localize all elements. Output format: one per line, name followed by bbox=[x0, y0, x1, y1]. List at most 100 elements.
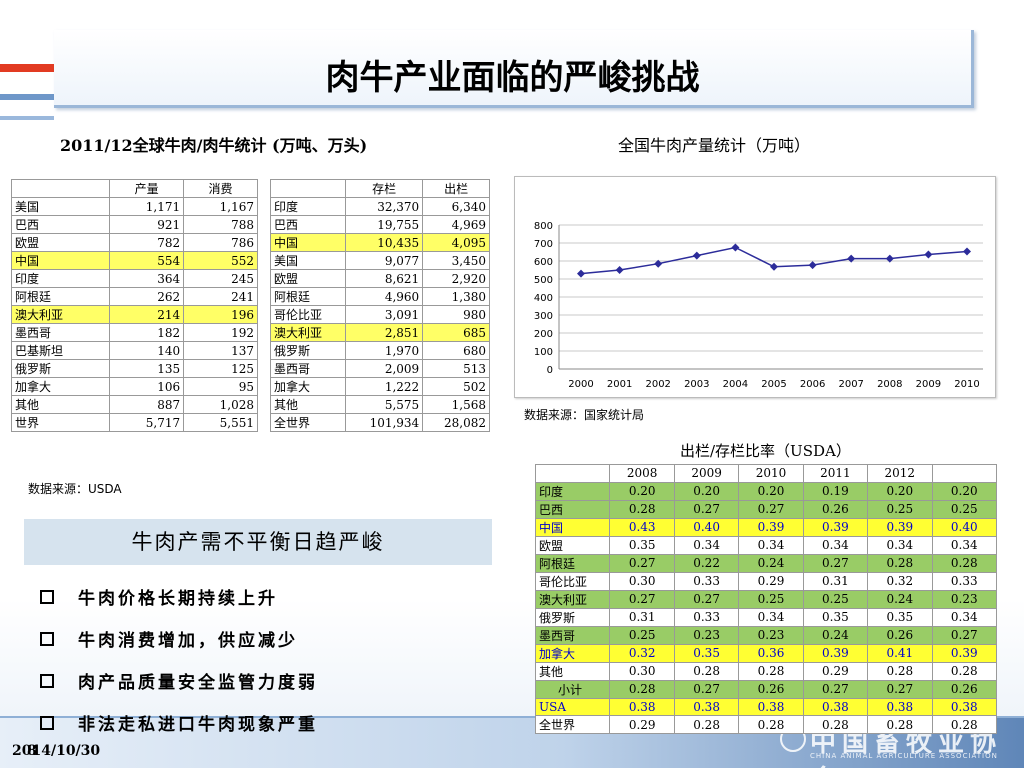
x-tick-label: 2000 bbox=[568, 379, 593, 390]
row-value-cell: 0.34 bbox=[673, 535, 740, 555]
row-value-cell: 921 bbox=[109, 215, 185, 234]
row-name-cell: 哥伦比亚 bbox=[270, 305, 346, 324]
row-value-cell: 5,717 bbox=[109, 413, 185, 432]
row-value-cell: 0.35 bbox=[673, 643, 740, 663]
row-value-cell: 9,077 bbox=[344, 251, 424, 270]
row-value-cell: 0.25 bbox=[867, 499, 933, 519]
table-global-inventory-slaughter: 存栏 出栏 印度 32,370 6,340 巴西 19,755 4,969 中国 10,435 4,… bbox=[270, 179, 490, 432]
row-value-cell: 0.40 bbox=[931, 517, 998, 537]
row-value-cell: 106 bbox=[109, 377, 185, 396]
row-name-cell: 墨西哥 bbox=[534, 625, 611, 645]
row-name-cell: 巴西 bbox=[534, 499, 611, 519]
ratio-table-title: 出栏/存栏比率（USDA） bbox=[680, 442, 851, 460]
row-value-cell: 1,568 bbox=[422, 395, 490, 414]
row-value-cell: 0.38 bbox=[738, 697, 804, 716]
table-header-cell bbox=[10, 179, 111, 198]
y-tick-label: 700 bbox=[534, 239, 553, 250]
table-row: 澳大利亚 2,851 685 bbox=[270, 323, 490, 342]
row-value-cell: 4,095 bbox=[422, 233, 490, 252]
row-value-cell: 0.28 bbox=[867, 661, 933, 681]
row-value-cell: 0.25 bbox=[738, 589, 804, 609]
x-tick-label: 2001 bbox=[607, 379, 632, 390]
bullet-text: 非法走私进口牛肉现象严重 bbox=[78, 715, 318, 735]
row-value-cell: 0.27 bbox=[609, 589, 675, 609]
row-name-cell: 巴西 bbox=[10, 215, 111, 234]
row-value-cell: 887 bbox=[109, 395, 185, 414]
row-value-cell: 0.24 bbox=[738, 553, 804, 573]
row-value-cell: 0.32 bbox=[867, 571, 933, 591]
table-row: 中国 10,435 4,095 bbox=[270, 233, 490, 252]
row-value-cell: 0.25 bbox=[802, 589, 869, 609]
row-name-cell: 俄罗斯 bbox=[10, 359, 111, 378]
table-slaughter-inventory-ratio: 2008 2009 2010 2011 2012 印度 0.20 0.20 0.20 0.19 0.… bbox=[534, 464, 998, 734]
bullet-text: 牛肉消费增加，供应减少 bbox=[78, 631, 298, 651]
row-name-cell: 其他 bbox=[270, 395, 346, 414]
row-value-cell: 10,435 bbox=[344, 233, 424, 252]
row-value-cell: 28,082 bbox=[422, 413, 490, 432]
row-value-cell: 0.38 bbox=[802, 697, 869, 716]
square-bullet-icon bbox=[40, 674, 54, 688]
row-value-cell: 0.35 bbox=[802, 607, 869, 627]
row-value-cell: 1,970 bbox=[344, 341, 424, 360]
data-point bbox=[963, 247, 971, 256]
row-value-cell: 0.33 bbox=[673, 571, 740, 591]
row-value-cell: 0.20 bbox=[931, 481, 998, 501]
row-value-cell: 0.28 bbox=[867, 553, 933, 573]
row-value-cell: 0.39 bbox=[738, 517, 804, 537]
row-value-cell: 0.29 bbox=[609, 715, 675, 734]
line-chart-svg: 0 100 200 300 400 500 600 700 800 2000 2001 2002 200… bbox=[534, 221, 983, 390]
y-tick-label: 500 bbox=[534, 275, 553, 286]
row-value-cell: 32,370 bbox=[344, 197, 424, 216]
table-row: 阿根廷 262 241 bbox=[10, 287, 258, 306]
decorative-bars bbox=[0, 20, 54, 220]
row-name-cell: 美国 bbox=[10, 197, 111, 216]
table-row: 美国 9,077 3,450 bbox=[270, 251, 490, 270]
row-value-cell: 0.34 bbox=[738, 535, 804, 555]
footer-date: 2014/10/30 bbox=[12, 743, 101, 759]
y-tick-label: 100 bbox=[534, 347, 553, 358]
table-header-row: 产量 消费 bbox=[10, 179, 258, 198]
row-value-cell: 0.28 bbox=[931, 661, 998, 681]
table-header-row: 存栏 出栏 bbox=[270, 179, 490, 198]
row-value-cell: 0.38 bbox=[931, 697, 998, 716]
data-point bbox=[615, 266, 624, 274]
table-row: 印度 0.20 0.20 0.20 0.19 0.20 0.20 bbox=[534, 481, 998, 501]
row-value-cell: 0.34 bbox=[931, 607, 998, 627]
table-header-cell: 产量 bbox=[109, 179, 185, 198]
row-value-cell: 502 bbox=[422, 377, 490, 396]
table-row: 澳大利亚 214 196 bbox=[10, 305, 258, 324]
row-value-cell: 0.30 bbox=[609, 661, 675, 681]
row-value-cell: 0.38 bbox=[609, 697, 675, 716]
row-value-cell: 1,171 bbox=[109, 197, 185, 216]
row-value-cell: 0.33 bbox=[931, 571, 998, 591]
table-row: 美国 1,171 1,167 bbox=[10, 197, 258, 216]
row-value-cell: 1,167 bbox=[183, 197, 258, 216]
table-row: 印度 32,370 6,340 bbox=[270, 197, 490, 216]
table-row: 欧盟 782 786 bbox=[10, 233, 258, 252]
row-value-cell: 0.23 bbox=[931, 589, 998, 609]
x-tick-label: 2008 bbox=[877, 379, 902, 390]
data-point bbox=[847, 254, 856, 263]
row-value-cell: 0.27 bbox=[867, 679, 933, 699]
row-value-cell: 0.20 bbox=[738, 481, 804, 501]
row-value-cell: 0.29 bbox=[738, 571, 804, 591]
row-value-cell: 0.40 bbox=[673, 517, 740, 537]
row-value-cell: 3,091 bbox=[344, 305, 424, 324]
row-value-cell: 0.41 bbox=[867, 643, 933, 663]
bullet-text: 肉产品质量安全监管力度弱 bbox=[78, 673, 318, 693]
row-value-cell: 513 bbox=[422, 359, 490, 378]
row-value-cell: 0.28 bbox=[738, 661, 804, 681]
data-point bbox=[731, 243, 740, 252]
table-row: 俄罗斯 0.31 0.33 0.34 0.35 0.35 0.34 bbox=[534, 607, 998, 627]
row-value-cell: 125 bbox=[183, 359, 258, 378]
row-value-cell: 0.24 bbox=[867, 589, 933, 609]
row-name-cell: 墨西哥 bbox=[270, 359, 346, 378]
table-row: 欧盟 8,621 2,920 bbox=[270, 269, 490, 288]
row-value-cell: 0.39 bbox=[867, 517, 933, 537]
table-header-cell: 2008 bbox=[609, 464, 675, 483]
row-name-cell: USA bbox=[534, 697, 611, 716]
x-tick-label: 2007 bbox=[838, 379, 863, 390]
row-value-cell: 1,028 bbox=[183, 395, 258, 414]
row-name-cell: 全世界 bbox=[270, 413, 346, 432]
row-value-cell: 8,621 bbox=[344, 269, 424, 288]
